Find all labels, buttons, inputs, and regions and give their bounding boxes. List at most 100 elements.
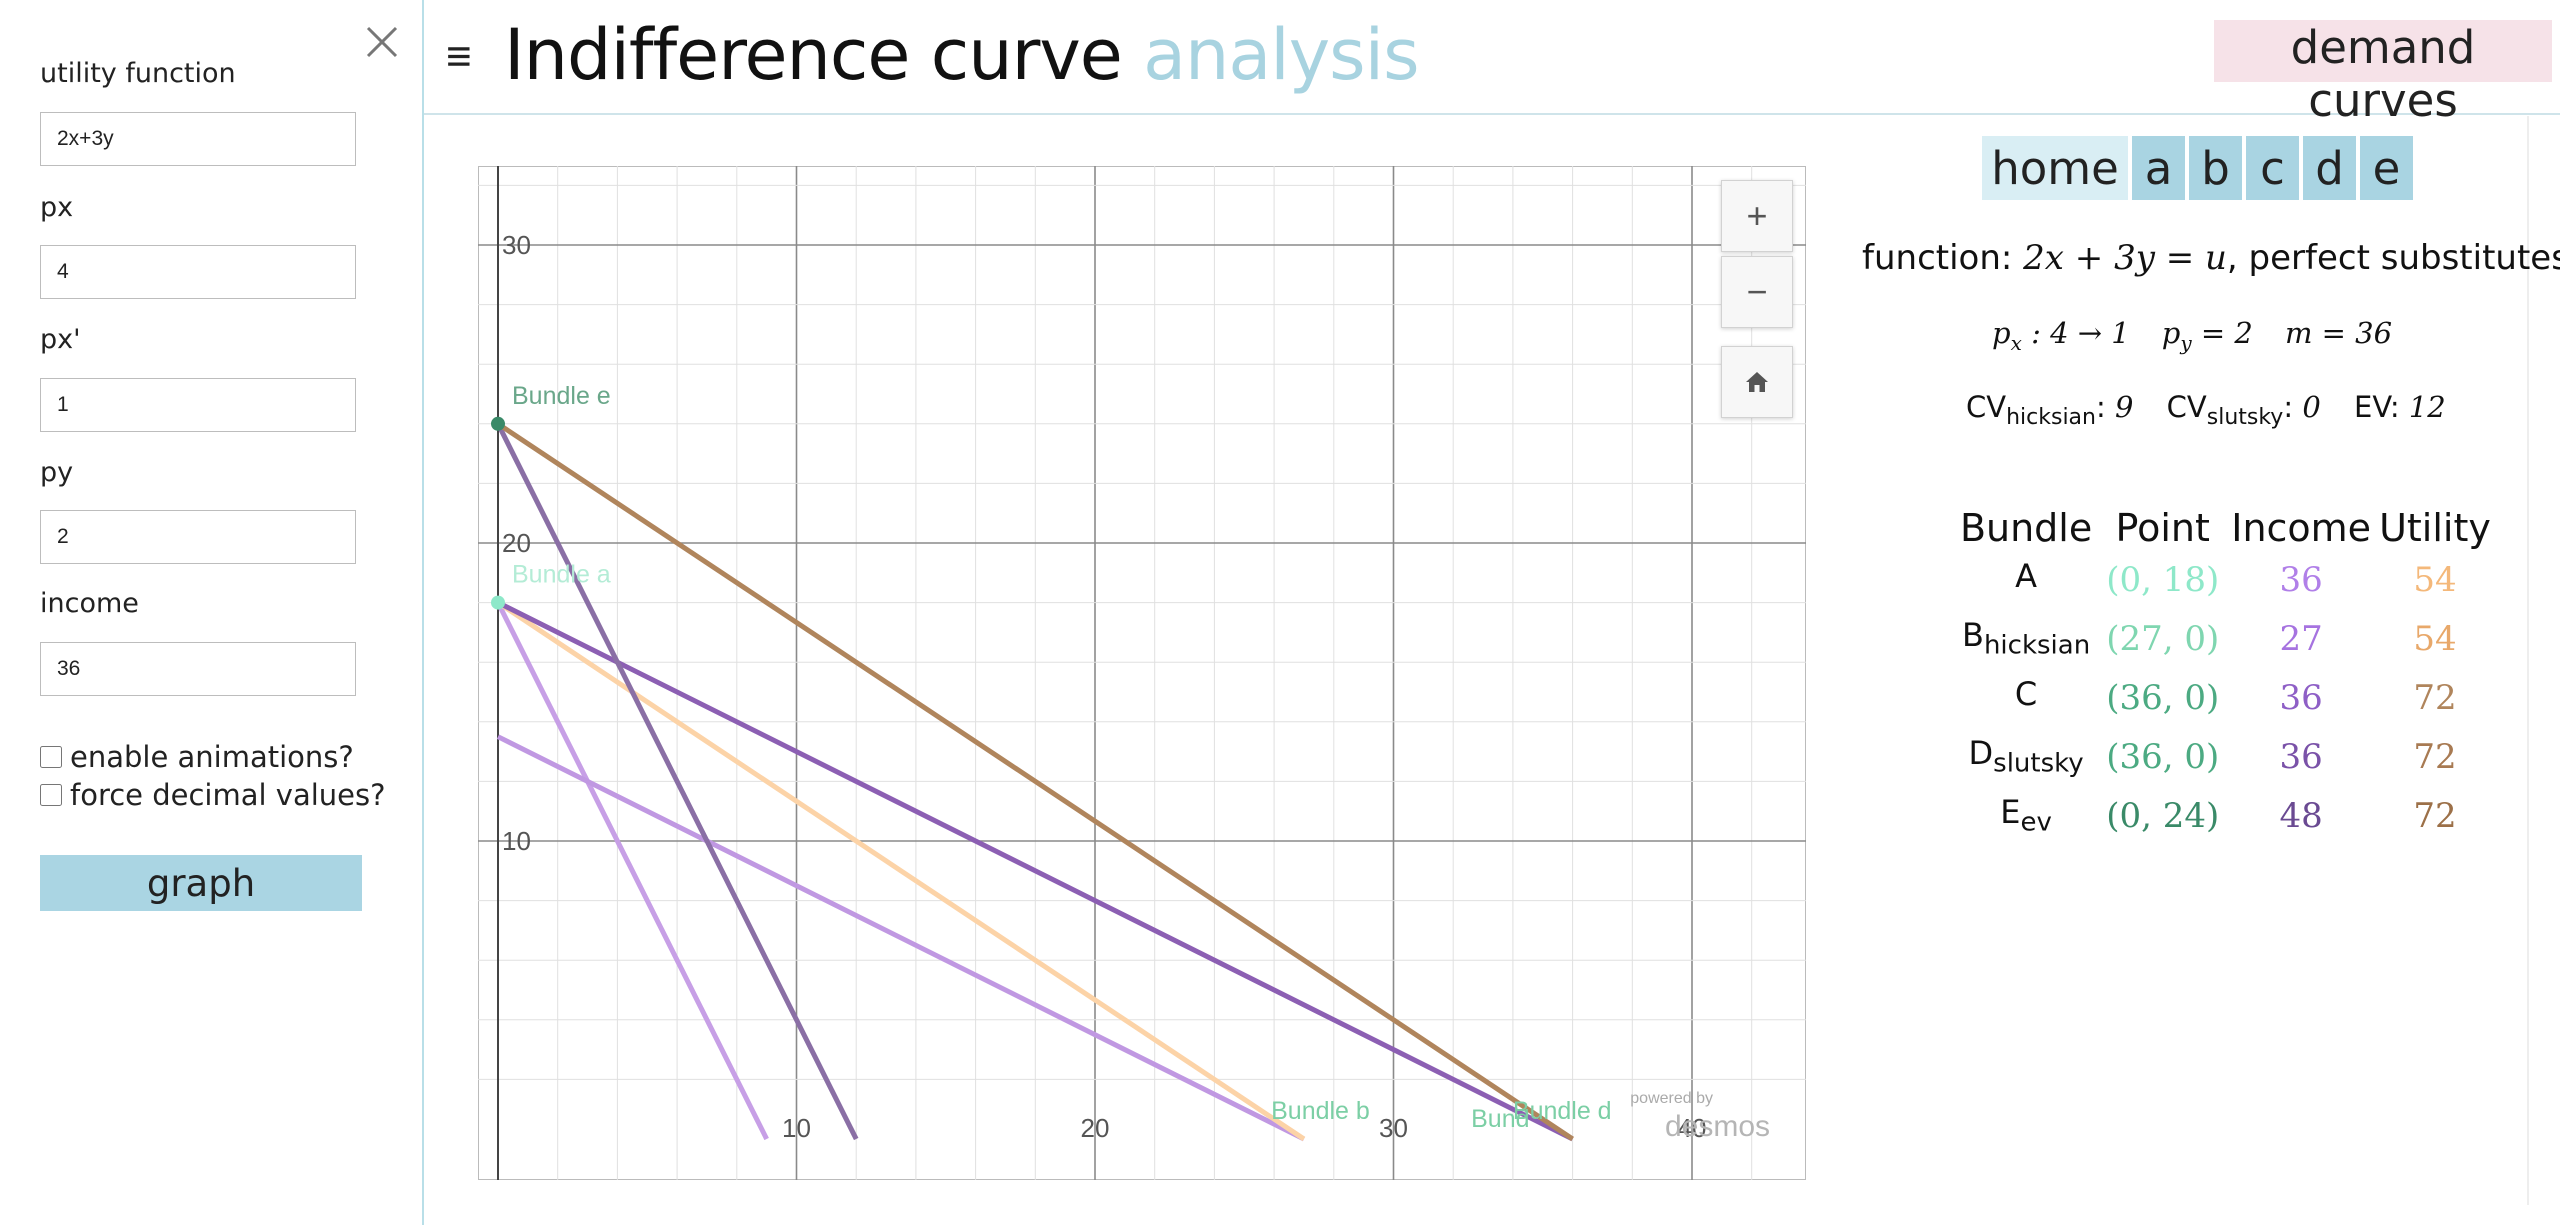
row-income: 36 [2279, 677, 2323, 718]
row-point: (36, 0) [2106, 736, 2220, 777]
menu-icon[interactable]: ≡ [446, 32, 472, 81]
tab-c[interactable]: c [2246, 136, 2299, 200]
tick-labels: 10 20 30 40 30 20 10 [502, 230, 1706, 1143]
desmos-logo: desmos [1665, 1110, 1770, 1143]
zoom-out-button[interactable]: − [1721, 256, 1793, 328]
force-decimal-checkbox[interactable] [40, 784, 62, 806]
row-point: (0, 24) [2106, 795, 2220, 836]
row-point: (36, 0) [2106, 677, 2220, 718]
bundle-letter: A [2015, 557, 2038, 596]
bundle-a-point [491, 595, 505, 610]
graph-panel[interactable]: 10 20 30 40 30 20 10 Bundle e Bundle a B… [477, 165, 1812, 1181]
tab-a[interactable]: a [2132, 136, 2185, 200]
px-change: 4 → 1 [2050, 316, 2130, 350]
home-icon [1746, 372, 1768, 392]
row-income: 36 [2279, 559, 2323, 600]
row-bundle-name: C [1954, 668, 2098, 727]
px-label: px [40, 192, 74, 223]
enable-animations-row[interactable]: enable animations? [40, 740, 354, 774]
function-suffix: , perfect substitutes [2226, 238, 2560, 278]
income-input[interactable] [40, 642, 356, 696]
py-value: 2 [2234, 316, 2253, 350]
table-row: A (0, 18) 36 54 [1954, 550, 2495, 609]
page-title: Indifference curve analysis [504, 14, 1420, 96]
py-label: py [40, 457, 74, 488]
header-income: Income [2231, 506, 2372, 550]
x-tick-30: 30 [1379, 1113, 1408, 1143]
bundle-subscript: ev [2020, 807, 2052, 838]
bundle-a-label: Bundle a [512, 561, 611, 589]
bundle-letter: C [2014, 675, 2038, 714]
row-utility: 72 [2413, 795, 2457, 836]
row-bundle-name: A [1954, 550, 2098, 609]
bundle-subscript: slutsky [1993, 748, 2084, 779]
demand-curves-button[interactable]: demand curves [2214, 20, 2552, 127]
close-icon[interactable] [360, 20, 404, 64]
row-income: 36 [2279, 736, 2323, 777]
bundle-tabs: home a b c d e [1982, 136, 2417, 200]
px-input[interactable] [40, 245, 356, 299]
right-panel: home a b c d e function: 2x + 3y = u, pe… [1862, 116, 2560, 1205]
row-income: 48 [2279, 795, 2323, 836]
bundle-subscript: hicksian [1983, 630, 2091, 661]
graph-canvas[interactable]: 10 20 30 40 30 20 10 Bundle e Bundle a B… [477, 165, 1812, 1181]
cv-slutsky-label: CV [2166, 390, 2207, 424]
function-expression: 2x + 3y = u [2023, 238, 2227, 278]
row-income: 27 [2279, 618, 2323, 659]
utility-function-input[interactable] [40, 112, 356, 166]
indifference-curve-72 [496, 421, 1574, 1142]
income-label: income [40, 588, 139, 619]
tab-e[interactable]: e [2360, 136, 2413, 200]
enable-animations-label: enable animations? [70, 740, 354, 774]
row-utility: 72 [2413, 677, 2457, 718]
sidebar: utility function px px' py income enable… [0, 0, 424, 1225]
m-value: 36 [2355, 316, 2393, 350]
bundle-letter: B [1962, 616, 1984, 655]
bundle-e-label: Bundle e [512, 382, 611, 410]
row-utility: 54 [2413, 559, 2457, 600]
header: ≡ Indifference curve analysis demand cur… [424, 0, 2560, 127]
force-decimal-label: force decimal values? [70, 778, 386, 812]
bundle-letter: E [2000, 793, 2021, 832]
ev-label: EV: [2354, 390, 2400, 424]
title-accent: analysis [1143, 14, 1419, 96]
cv-hicksian-value: 9 [2114, 390, 2134, 424]
table-row: Eev (0, 24) 48 72 [1954, 786, 2495, 845]
row-bundle-name: Bhicksian [1954, 609, 2098, 668]
table-header-row: Bundle Point Income Utility [1954, 506, 2495, 550]
row-utility: 72 [2413, 736, 2457, 777]
row-bundle-name: Dslutsky [1954, 727, 2098, 786]
curves [491, 416, 1574, 1142]
tab-d[interactable]: d [2303, 136, 2356, 200]
px-prime-label: px' [40, 324, 81, 355]
tab-home[interactable]: home [1982, 136, 2128, 200]
home-button[interactable] [1721, 346, 1793, 418]
bundle-labels: Bundle e Bundle a Bundle b Bund Bundle d [512, 382, 1612, 1133]
grid [478, 166, 1812, 1180]
px-prime-input[interactable] [40, 378, 356, 432]
table-row: Bhicksian (27, 0) 27 54 [1954, 609, 2495, 668]
y-tick-30: 30 [502, 230, 531, 260]
enable-animations-checkbox[interactable] [40, 746, 62, 768]
cv-slutsky-value: 0 [2302, 390, 2321, 424]
bundle-c-label: Bund [1471, 1105, 1529, 1133]
graph-button[interactable]: graph [40, 855, 362, 911]
welfare-line: CVhicksian: 9 CVslutsky: 0 EV: 12 [1966, 390, 2446, 430]
bundle-e-point [491, 416, 505, 431]
budget-line-ev [495, 422, 859, 1141]
x-tick-10: 10 [782, 1113, 811, 1143]
cv-hicksian-sub: hicksian [2006, 404, 2096, 430]
table-row: Dslutsky (36, 0) 36 72 [1954, 727, 2495, 786]
zoom-in-button[interactable]: + [1721, 180, 1793, 252]
cv-hicksian-label: CV [1966, 390, 2007, 424]
bundle-table: Bundle Point Income Utility A (0, 18) 36 54… [1954, 506, 2495, 845]
function-prefix: function: [1862, 238, 2024, 278]
force-decimal-row[interactable]: force decimal values? [40, 778, 386, 812]
y-tick-20: 20 [502, 528, 531, 558]
header-utility: Utility [2379, 506, 2491, 550]
py-input[interactable] [40, 510, 356, 564]
tab-b[interactable]: b [2189, 136, 2242, 200]
powered-by-text: powered by [1630, 1090, 1713, 1107]
header-bundle: Bundle [1959, 506, 2093, 550]
x-tick-40: 40 [1678, 1113, 1707, 1143]
